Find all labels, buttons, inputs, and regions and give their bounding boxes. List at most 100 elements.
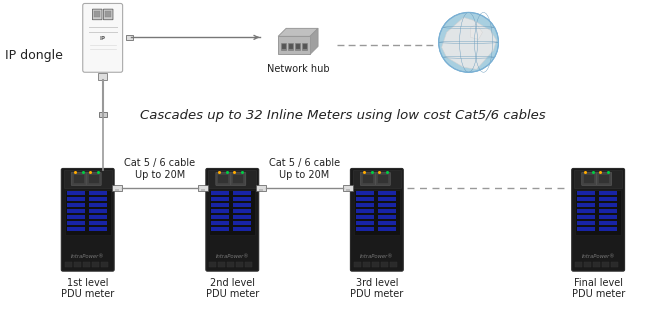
Bar [233,215,251,219]
Bar [356,191,374,195]
Bar [89,197,107,201]
Bar [356,215,374,219]
Bar [209,190,256,235]
Bar [199,185,209,191]
Bar [89,215,107,219]
Bar [233,191,251,195]
FancyBboxPatch shape [93,9,102,20]
FancyBboxPatch shape [582,172,596,185]
Bar [126,35,132,40]
Bar [577,227,595,231]
Bar [67,227,85,231]
Bar [211,227,229,231]
Bar [378,209,396,213]
Bar [211,197,229,201]
Bar [577,209,595,213]
Bar [260,189,263,191]
FancyBboxPatch shape [375,172,391,185]
Text: Final level
PDU meter: Final level PDU meter [571,277,625,299]
Bar [599,203,617,207]
FancyBboxPatch shape [231,172,246,185]
Bar [201,189,205,191]
Bar [574,170,622,188]
FancyBboxPatch shape [103,9,113,20]
Bar [233,209,251,213]
Bar [302,43,307,50]
FancyBboxPatch shape [360,172,375,185]
Bar [296,44,300,49]
Bar [256,185,266,191]
Text: IntraPower®: IntraPower® [71,254,105,259]
Bar [343,185,353,191]
Bar [211,209,229,213]
Bar [281,44,285,49]
Bar [346,189,350,191]
Bar [303,44,307,49]
Bar [233,227,251,231]
Bar [599,197,617,201]
FancyBboxPatch shape [572,168,624,271]
Text: IP dongle: IP dongle [5,49,63,62]
Text: IntraPower®: IntraPower® [360,254,394,259]
Circle shape [439,12,498,72]
Bar [209,262,216,267]
Bar [99,112,107,117]
FancyBboxPatch shape [216,172,231,185]
Bar [233,203,251,207]
Bar [67,215,85,219]
Bar [278,36,310,54]
Bar [378,175,388,183]
Bar [593,262,600,267]
Bar [378,221,396,225]
Bar [353,170,401,188]
FancyBboxPatch shape [350,168,403,271]
Text: IntraPower®: IntraPower® [581,254,615,259]
Bar [577,215,595,219]
Bar [67,197,85,201]
Bar [65,262,71,267]
Text: 3rd level
PDU meter: 3rd level PDU meter [350,277,403,299]
Bar [89,227,107,231]
Bar [67,209,85,213]
Bar [575,262,582,267]
Bar [245,262,252,267]
Bar [363,175,373,183]
Bar [233,175,243,183]
Polygon shape [471,24,483,39]
Bar [378,227,396,231]
Text: Cat 5 / 6 cable
Up to 20M: Cat 5 / 6 cable Up to 20M [269,158,340,180]
Bar [289,44,293,49]
Bar [599,175,609,183]
FancyBboxPatch shape [86,172,101,185]
Bar [211,215,229,219]
Bar [73,175,83,183]
Bar [65,190,111,235]
Text: IntraPower®: IntraPower® [216,254,249,259]
Bar [584,262,591,267]
Bar [354,190,400,235]
Bar [577,221,595,225]
Bar [236,262,243,267]
Bar [599,191,617,195]
Bar [64,170,112,188]
Bar [356,197,374,201]
FancyBboxPatch shape [596,172,612,185]
Bar [577,197,595,201]
Bar [89,191,107,195]
Bar [83,262,90,267]
Bar [288,43,293,50]
Bar [233,221,251,225]
Text: 1st level
PDU meter: 1st level PDU meter [61,277,115,299]
Bar [378,197,396,201]
Bar [390,262,397,267]
Polygon shape [442,17,496,69]
Bar [584,175,594,183]
Bar [73,262,81,267]
Bar [101,262,108,267]
Bar [89,221,107,225]
Bar [105,11,111,17]
Bar [356,209,374,213]
Bar [218,175,228,183]
Bar [575,190,621,235]
Bar [378,191,396,195]
